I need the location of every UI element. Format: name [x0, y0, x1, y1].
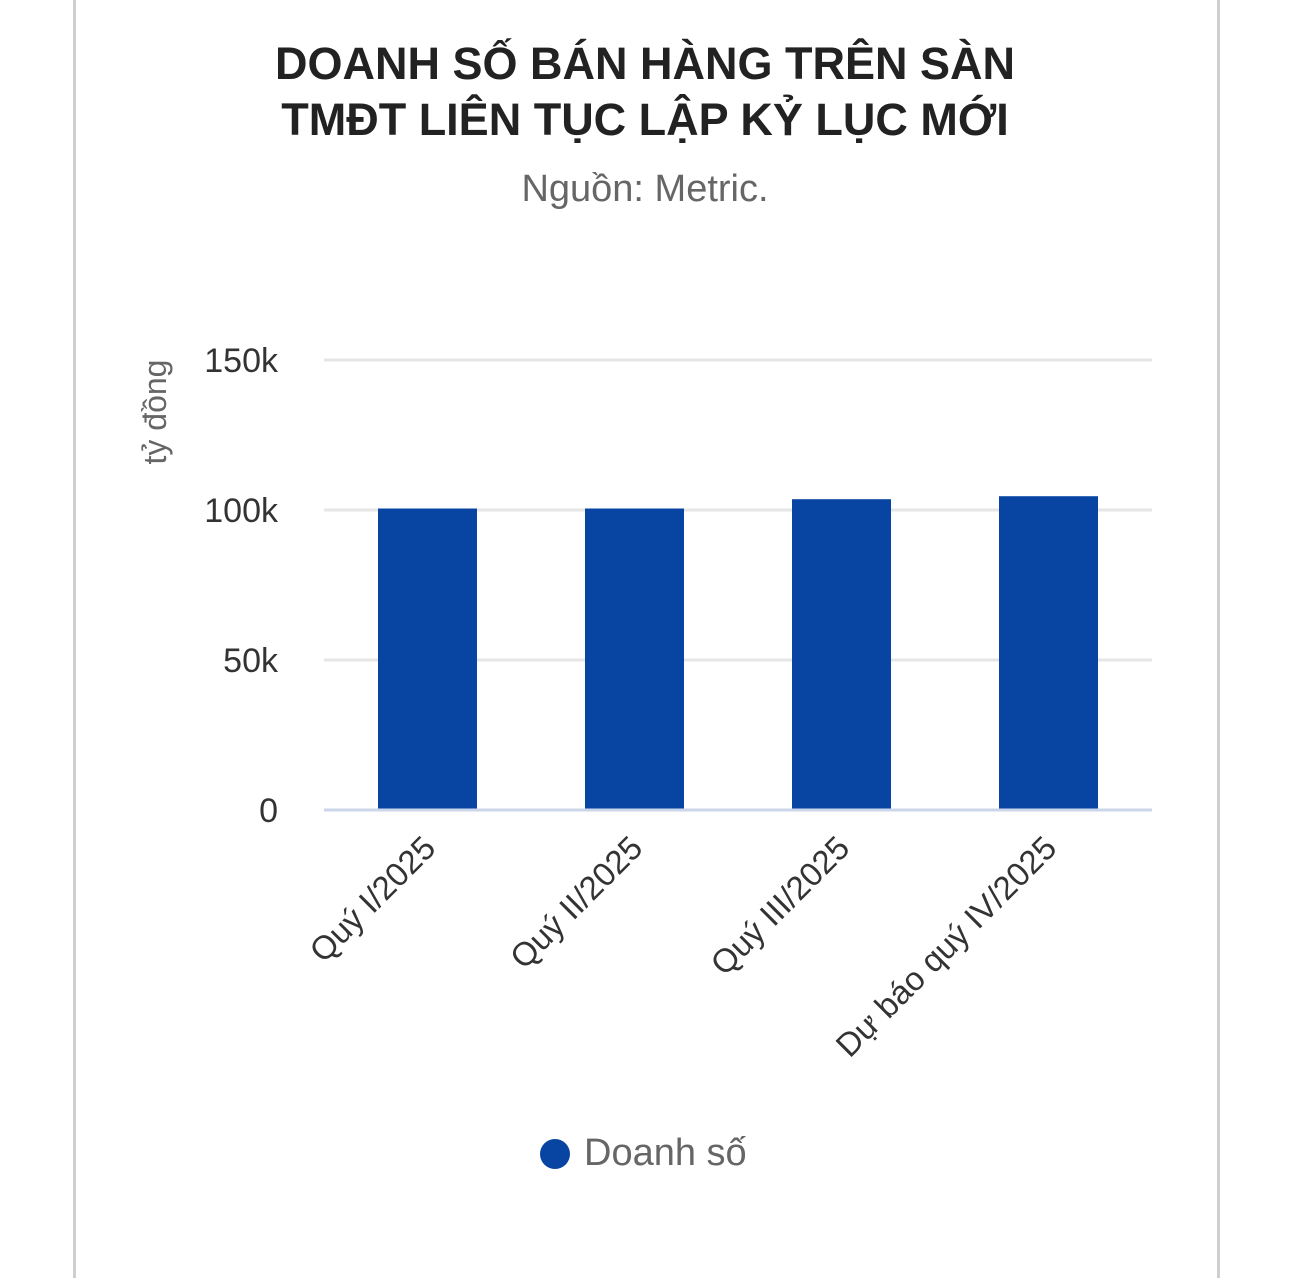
- chart-frame: [73, 0, 1220, 1278]
- y-tick-label: 150k: [204, 342, 279, 380]
- bar: [999, 496, 1098, 809]
- bar: [585, 508, 684, 809]
- y-tick-label: 50k: [223, 642, 279, 680]
- bar: [378, 508, 477, 809]
- y-axis-label: tỷ đồng: [137, 360, 173, 465]
- chart-title: DOANH SỐ BÁN HÀNG TRÊN SÀN TMĐT LIÊN TỤC…: [0, 36, 1290, 148]
- legend-label: Doanh số: [584, 1132, 747, 1174]
- x-tick-label: Dự báo quý IV/2025: [828, 829, 1063, 1064]
- legend-marker: [540, 1138, 570, 1169]
- x-tick-label: Quý II/2025: [503, 829, 650, 976]
- bar: [792, 499, 891, 809]
- y-tick-label: 100k: [204, 492, 279, 530]
- legend[interactable]: Doanh số: [540, 1132, 747, 1175]
- chart-title-line-1: DOANH SỐ BÁN HÀNG TRÊN SÀN: [274, 38, 1016, 89]
- chart-title-line-2: TMĐT LIÊN TỤC LẬP KỶ LỤC MỚI: [281, 94, 1009, 145]
- x-tick-label: Quý III/2025: [703, 829, 856, 982]
- x-tick-label: Quý I/2025: [302, 829, 442, 969]
- chart-subtitle: Nguồn: Metric.: [521, 168, 769, 210]
- y-tick-label: 0: [259, 792, 278, 830]
